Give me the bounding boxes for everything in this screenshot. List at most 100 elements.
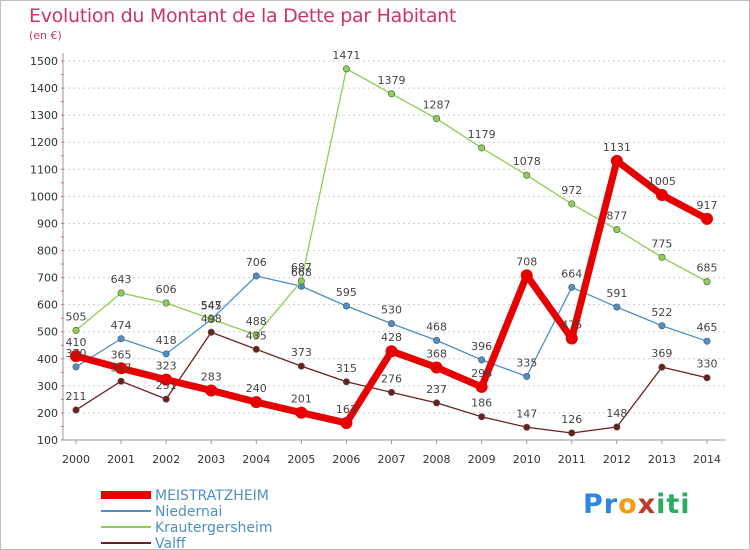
logo-letter: x [637, 489, 657, 520]
logo-letter: i [680, 489, 691, 520]
y-tick-label: 1500 [30, 55, 58, 68]
data-label: 126 [561, 413, 582, 426]
data-label: 368 [426, 347, 447, 360]
data-point [475, 380, 488, 393]
x-tick-label: 2002 [152, 453, 180, 466]
data-point [613, 226, 621, 234]
y-tick-label: 300 [37, 380, 58, 393]
data-point [117, 377, 125, 385]
data-point [568, 283, 576, 291]
data-point [207, 315, 215, 323]
logo-letter: t [666, 489, 681, 520]
y-tick-label: 1400 [30, 82, 58, 95]
data-point [342, 302, 350, 310]
x-tick-label: 2005 [287, 453, 315, 466]
y-tick-label: 100 [37, 434, 58, 447]
chart-title: Evolution du Montant de la Dette par Hab… [29, 5, 457, 27]
data-point [297, 277, 305, 285]
data-point [342, 378, 350, 386]
data-point [297, 362, 305, 370]
data-point [478, 413, 486, 421]
data-point [610, 154, 623, 167]
data-label: 668 [291, 266, 312, 279]
data-point [252, 345, 260, 353]
x-tick-label: 2013 [648, 453, 676, 466]
data-label: 1131 [603, 141, 631, 154]
y-tick-label: 900 [37, 217, 58, 230]
data-point [568, 429, 576, 437]
data-label: 147 [516, 407, 537, 420]
data-label: 296 [471, 367, 492, 380]
data-point [568, 200, 576, 208]
data-point [478, 144, 486, 152]
data-point [478, 356, 486, 364]
y-tick-label: 1300 [30, 109, 58, 122]
data-label: 591 [606, 287, 627, 300]
data-label: 522 [651, 306, 672, 319]
data-label: 972 [561, 184, 582, 197]
data-label: 775 [651, 237, 672, 250]
logo-letter: o [618, 489, 638, 520]
data-point [207, 328, 215, 336]
data-point [342, 65, 350, 73]
x-tick-label: 2004 [242, 453, 270, 466]
x-tick-label: 2012 [603, 453, 631, 466]
data-label: 685 [697, 262, 718, 275]
data-point [520, 269, 533, 282]
data-point [295, 406, 308, 419]
y-tick-label: 1000 [30, 190, 58, 203]
data-point [387, 320, 395, 328]
data-point [433, 399, 441, 407]
data-label: 148 [606, 407, 627, 420]
data-label: 201 [291, 393, 312, 406]
data-point [340, 416, 353, 429]
x-tick-label: 2008 [423, 453, 451, 466]
data-point [430, 361, 443, 374]
data-label: 606 [156, 283, 177, 296]
data-point [433, 115, 441, 123]
data-point [701, 212, 713, 225]
data-label: 708 [516, 255, 537, 268]
logo-letter: r [603, 489, 619, 520]
data-label: 595 [336, 286, 357, 299]
data-label: 365 [111, 348, 132, 361]
logo-letter: P [583, 489, 604, 520]
legend-label: Valff [155, 536, 186, 549]
data-label: 317 [111, 361, 132, 374]
data-point [72, 326, 80, 334]
data-label: 530 [381, 304, 402, 317]
y-tick-label: 600 [37, 299, 58, 312]
y-tick-label: 1200 [30, 136, 58, 149]
data-point [117, 335, 125, 343]
data-point [387, 90, 395, 98]
x-tick-label: 2014 [693, 453, 721, 466]
data-label: 1379 [378, 74, 406, 87]
data-label: 505 [66, 310, 87, 323]
data-label: 428 [381, 331, 402, 344]
data-point [162, 299, 170, 307]
data-label: 468 [426, 320, 447, 333]
data-point [70, 350, 82, 363]
y-tick-label: 400 [37, 353, 58, 366]
y-tick-label: 1100 [30, 163, 58, 176]
data-point [523, 171, 531, 179]
data-point [523, 423, 531, 431]
data-point [387, 388, 395, 396]
x-tick-label: 2001 [107, 453, 135, 466]
data-point [655, 189, 668, 202]
x-tick-label: 2007 [378, 453, 406, 466]
x-tick-label: 2003 [197, 453, 225, 466]
data-label: 917 [697, 199, 718, 212]
data-label: 1179 [468, 128, 496, 141]
data-label: 643 [111, 273, 132, 286]
data-label: 276 [381, 372, 402, 385]
x-tick-label: 2006 [332, 453, 360, 466]
data-label: 373 [291, 346, 312, 359]
data-point [658, 322, 666, 330]
data-label: 545 [201, 300, 222, 313]
data-point [162, 350, 170, 358]
y-tick-label: 700 [37, 272, 58, 285]
logo-letter: i [656, 489, 667, 520]
data-point [613, 303, 621, 311]
